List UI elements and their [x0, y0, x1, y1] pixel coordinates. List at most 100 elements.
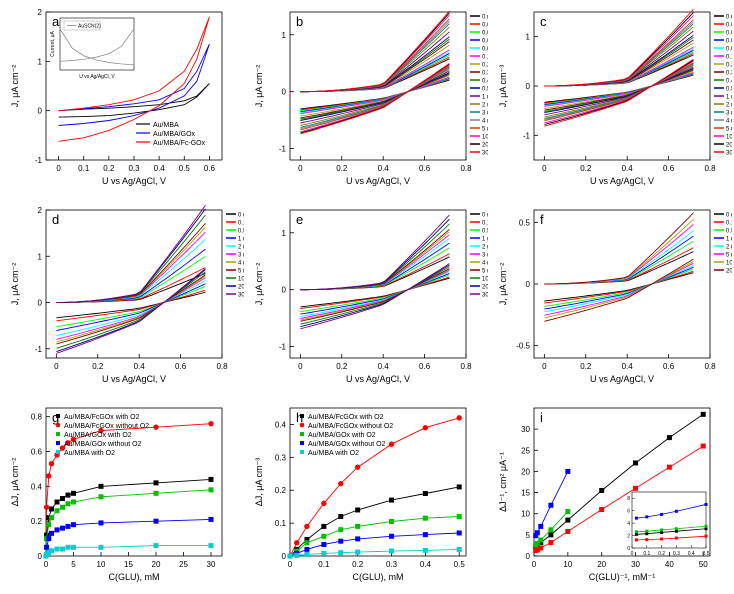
svg-text:0: 0 [282, 552, 287, 561]
svg-text:0: 0 [56, 164, 61, 173]
svg-text:0 mM: 0 mM [726, 15, 732, 21]
svg-text:0.2: 0.2 [275, 486, 287, 495]
svg-text:1: 1 [282, 31, 287, 40]
svg-text:-1: -1 [35, 345, 43, 354]
figure-grid: 00.10.20.30.40.50.6-1012U vs Ag/AgCl, VJ… [0, 0, 734, 594]
svg-text:b: b [296, 14, 303, 29]
panel-h: 00.10.20.30.40.500.10.20.30.4C(GLU), mMΔ… [244, 396, 488, 594]
svg-text:0.8: 0.8 [460, 164, 472, 173]
svg-text:50: 50 [699, 560, 708, 569]
svg-text:30: 30 [207, 560, 216, 569]
svg-text:0.8: 0.8 [216, 362, 228, 371]
svg-text:0.6: 0.6 [204, 164, 216, 173]
svg-text:0: 0 [526, 280, 531, 289]
svg-text:5 mM: 5 mM [726, 127, 732, 133]
svg-text:0.4: 0.4 [378, 164, 390, 173]
svg-text:0: 0 [288, 560, 293, 569]
svg-text:-0.5: -0.5 [516, 342, 530, 351]
svg-text:0.5: 0.5 [703, 551, 710, 557]
svg-text:Au/MBA/GOx with O2: Au/MBA/GOx with O2 [64, 432, 132, 439]
svg-text:0.4: 0.4 [31, 482, 43, 491]
svg-text:0: 0 [542, 164, 547, 173]
svg-text:5: 5 [526, 531, 531, 540]
svg-text:-1: -1 [279, 343, 287, 352]
svg-text:10 mM: 10 mM [726, 135, 732, 141]
svg-text:0.5 mM: 0.5 mM [726, 229, 732, 235]
svg-text:0: 0 [38, 299, 43, 308]
svg-text:2: 2 [38, 206, 43, 215]
svg-text:40: 40 [665, 560, 674, 569]
svg-text:0.6: 0.6 [663, 164, 675, 173]
svg-text:1 mM: 1 mM [726, 95, 732, 101]
svg-text:6: 6 [627, 509, 630, 515]
svg-text:Au/MBA/FcGOx with O2: Au/MBA/FcGOx with O2 [64, 414, 140, 421]
svg-text:-1: -1 [523, 131, 531, 140]
svg-text:3 mM: 3 mM [726, 111, 732, 117]
svg-text:f: f [540, 212, 544, 227]
svg-text:U vs Ag/AgCl, V: U vs Ag/AgCl, V [79, 74, 115, 80]
svg-text:0: 0 [282, 286, 287, 295]
svg-text:0: 0 [38, 107, 43, 116]
panel-a: 00.10.20.30.40.50.6-1012U vs Ag/AgCl, VJ… [0, 0, 244, 198]
svg-text:C(GLU), mM: C(GLU), mM [109, 572, 160, 582]
svg-text:0.4: 0.4 [420, 560, 432, 569]
svg-text:0.4: 0.4 [134, 362, 146, 371]
svg-text:0.8: 0.8 [704, 362, 716, 371]
svg-text:0.4: 0.4 [154, 164, 166, 173]
svg-text:0.2: 0.2 [580, 362, 592, 371]
svg-text:20: 20 [521, 467, 530, 476]
panel-f: 00.20.40.60.8-0.500.5U vs Ag/AgCl, VJ, μ… [488, 198, 732, 396]
svg-text:0.2: 0.2 [336, 362, 348, 371]
svg-text:0.2: 0.2 [92, 362, 104, 371]
svg-text:U vs Ag/AgCl, V: U vs Ag/AgCl, V [102, 374, 166, 384]
svg-text:0.6: 0.6 [419, 164, 431, 173]
svg-text:Au/MBA with O2: Au/MBA with O2 [64, 450, 115, 457]
svg-text:0.4: 0.4 [688, 551, 695, 557]
svg-text:e: e [296, 212, 303, 227]
svg-text:30 mM: 30 mM [726, 151, 732, 157]
svg-text:0: 0 [298, 164, 303, 173]
svg-text:0: 0 [38, 552, 43, 561]
svg-text:ΔJ, μA cm⁻³: ΔJ, μA cm⁻³ [254, 458, 264, 506]
svg-text:0.2: 0.2 [580, 164, 592, 173]
svg-text:0: 0 [526, 552, 531, 561]
svg-text:Au/MBA/GOx: Au/MBA/GOx [153, 131, 196, 138]
svg-text:c: c [540, 14, 547, 29]
svg-text:15: 15 [124, 560, 133, 569]
svg-text:0: 0 [532, 560, 537, 569]
svg-text:0.2: 0.2 [31, 517, 43, 526]
svg-text:0.6: 0.6 [419, 362, 431, 371]
svg-text:U vs Ag/AgCl, V: U vs Ag/AgCl, V [346, 374, 410, 384]
svg-text:-1: -1 [35, 156, 43, 165]
svg-text:U vs Ag/AgCl, V: U vs Ag/AgCl, V [590, 176, 654, 186]
svg-text:U vs Ag/AgCl, V: U vs Ag/AgCl, V [590, 374, 654, 384]
svg-text:20 mM: 20 mM [726, 269, 732, 275]
svg-text:0.2 mM: 0.2 mM [726, 63, 732, 69]
svg-text:ΔJ⁻¹, cm² μA⁻¹: ΔJ⁻¹, cm² μA⁻¹ [498, 452, 508, 512]
svg-text:2 mM: 2 mM [726, 103, 732, 109]
svg-text:0.2: 0.2 [658, 551, 665, 557]
panel-i: 01020304050051015202530C(GLU)⁻¹, mM⁻¹ΔJ⁻… [488, 396, 732, 594]
svg-text:0: 0 [44, 560, 49, 569]
svg-text:0.6: 0.6 [31, 448, 43, 457]
svg-text:0.02 mM: 0.02 mM [726, 23, 732, 29]
svg-text:J, μA cm⁻²: J, μA cm⁻² [10, 263, 20, 305]
svg-text:0.3 mM: 0.3 mM [726, 71, 732, 77]
svg-text:5: 5 [71, 560, 76, 569]
svg-text:0.1 mM: 0.1 mM [726, 55, 732, 61]
svg-text:a: a [52, 14, 60, 29]
svg-text:0.3: 0.3 [386, 560, 398, 569]
svg-text:i: i [540, 410, 543, 425]
svg-text:4 mM: 4 mM [726, 119, 732, 125]
svg-text:1: 1 [282, 229, 287, 238]
svg-text:1 mM: 1 mM [726, 237, 732, 243]
panel-d: 00.20.40.60.8-1012U vs Ag/AgCl, VJ, μA c… [0, 198, 244, 396]
svg-text:25: 25 [179, 560, 188, 569]
svg-text:1: 1 [38, 252, 43, 261]
svg-text:0.3: 0.3 [128, 164, 140, 173]
svg-text:Au/MBA/GOx with O2: Au/MBA/GOx with O2 [308, 432, 376, 439]
svg-text:0.8: 0.8 [704, 164, 716, 173]
svg-text:0.5 mM: 0.5 mM [726, 87, 732, 93]
svg-text:Au/MBA: Au/MBA [153, 122, 179, 129]
panel-g: 05101520253000.20.40.60.8C(GLU), mMΔJ, μ… [0, 396, 244, 594]
